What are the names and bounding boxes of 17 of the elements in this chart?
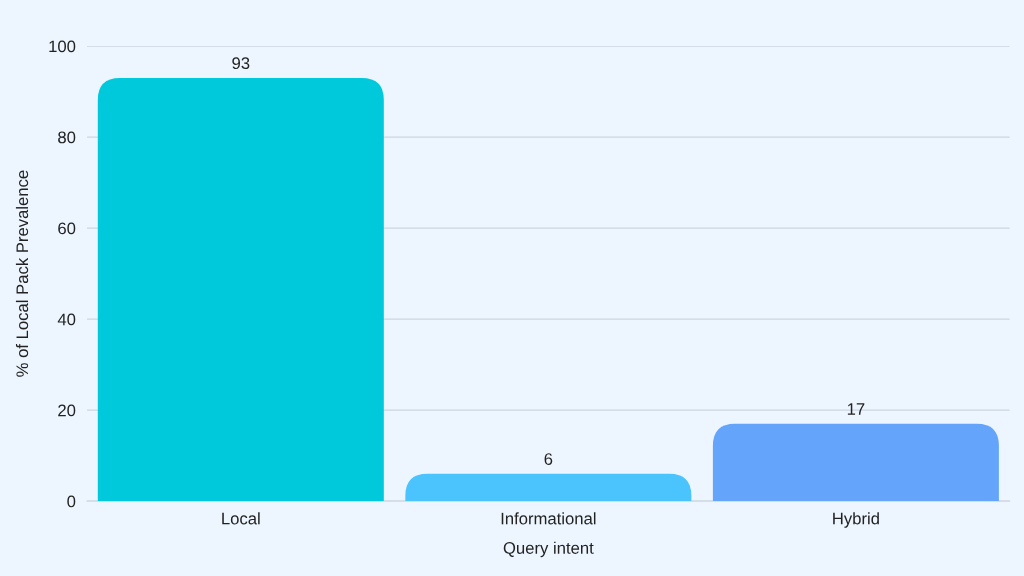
x-tick-label: Hybrid [833, 512, 879, 528]
y-tick-label: 20 [58, 404, 76, 417]
bar [712, 423, 999, 502]
bar [97, 77, 384, 502]
x-tick-label: Local [222, 512, 260, 525]
data-label: 17 [847, 403, 865, 415]
y-tick-label: 0 [67, 495, 76, 508]
y-axis-title: % of Local Pack Prevalence [15, 170, 29, 377]
data-label: 6 [544, 453, 553, 465]
y-tick-label: 80 [58, 131, 76, 144]
y-tick-label: 100 [49, 40, 76, 53]
x-tick-label: Informational [501, 512, 596, 525]
y-tick-label: 40 [57, 313, 76, 326]
bar [405, 473, 692, 502]
y-tick-label: 60 [58, 222, 76, 235]
x-axis-title: Query intent [503, 541, 594, 558]
data-label: 93 [232, 57, 250, 70]
